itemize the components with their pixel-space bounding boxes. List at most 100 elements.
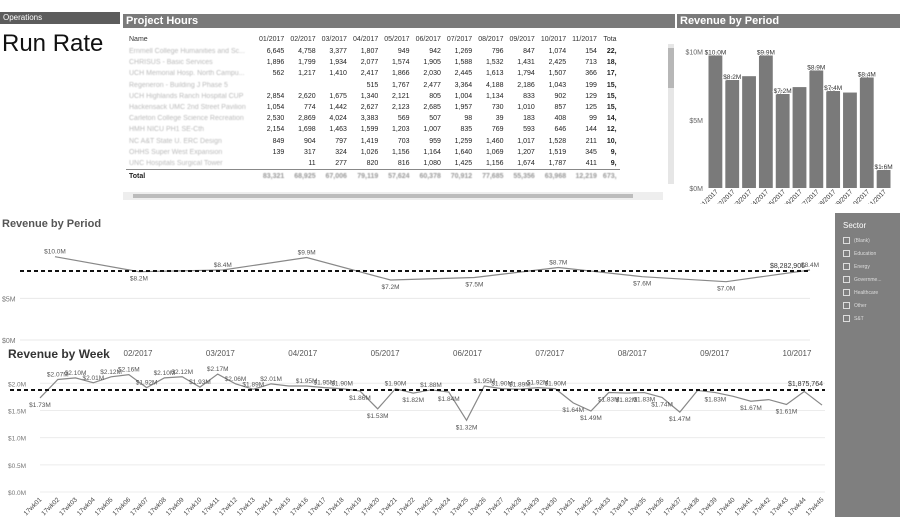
cell-value: 820 (366, 159, 379, 167)
point-label: $8.4M (214, 262, 232, 269)
point-label: $1.95M (296, 378, 318, 385)
cell-value: 411 (585, 159, 597, 167)
row-total: 22, (606, 48, 617, 56)
column-header[interactable]: 07/2017 (446, 35, 473, 43)
table-row[interactable]: Ernmell College Humanities and Sc... 6,64… (126, 46, 620, 57)
checkbox[interactable] (843, 276, 850, 283)
revenue-bar-title: Revenue by Period (677, 14, 900, 28)
horizontal-scroll-thumb[interactable] (133, 194, 633, 198)
column-header[interactable]: 10/2017 (540, 35, 567, 43)
column-header[interactable]: 01/2017 (259, 35, 285, 43)
cell-value: 277 (335, 159, 347, 167)
checkbox[interactable] (843, 315, 850, 322)
point-label: $1.83M (598, 397, 620, 404)
sector-option[interactable]: Education (843, 250, 876, 257)
checkbox[interactable] (843, 250, 850, 257)
cell-value: 2,077 (360, 59, 379, 67)
table-row[interactable]: UNC Hospitals Surgical Tower 11 277 820 816 1… (126, 158, 620, 169)
cell-value: 1,507 (548, 70, 567, 78)
cell-value: 2,123 (392, 104, 410, 112)
x-tick-label: 17wk29 (520, 496, 541, 517)
x-tick-label: 17wk45 (805, 496, 826, 517)
sector-option[interactable]: Governme... (843, 276, 882, 283)
x-tick-label: 17wk24 (431, 496, 452, 517)
sector-option[interactable]: Healthcare (843, 289, 878, 296)
month-axis-label: 02/2017 (124, 349, 153, 358)
checkbox[interactable] (843, 302, 850, 309)
point-label: $8.2M (130, 276, 148, 283)
cell-value: 199 (585, 81, 597, 89)
table-row[interactable]: OHHS Super West Expansion 139 317 324 1,026 1… (126, 147, 620, 158)
x-tick-label: 17wk43 (769, 496, 790, 517)
cell-value: 3,377 (329, 48, 347, 56)
column-header[interactable]: 05/2017 (384, 35, 410, 43)
column-header[interactable]: 06/2017 (415, 35, 441, 43)
column-header-name[interactable]: Name (129, 35, 148, 43)
x-tick-label: 08/2017 (816, 188, 838, 204)
table-row[interactable]: HMH NICU PH1 SE-Cth 2,154 1,698 1,463 1,599 1… (126, 124, 620, 135)
cell-value: 1,156 (485, 159, 504, 167)
sector-option[interactable]: (Blank) (843, 237, 870, 244)
column-header[interactable]: 04/2017 (352, 35, 379, 43)
cell-value: 1,410 (329, 70, 347, 78)
table-row[interactable]: UCH Memorial Hosp. North Campu... 562 1,21… (126, 68, 620, 79)
column-header[interactable]: 03/2017 (321, 35, 347, 43)
table-row[interactable]: UCH Highlands Ranch Hospital CUP 2,854 2,6… (126, 91, 620, 102)
x-tick-label: 02/2017 (715, 188, 737, 204)
checkbox[interactable] (843, 289, 850, 296)
sector-option[interactable]: S&T (843, 315, 864, 322)
month-axis-label: 10/2017 (783, 349, 812, 358)
total-value: 79,119 (349, 168, 382, 184)
cell-value: 902 (554, 92, 567, 100)
cell-value: 183 (523, 115, 535, 123)
bar (708, 51, 723, 188)
point-label: $2.17M (207, 366, 229, 373)
bar-label: $1.6M (875, 164, 893, 171)
tab-operations[interactable]: Operations (0, 12, 120, 24)
cell-value: 2,417 (360, 70, 379, 78)
x-tick-label: 17wk04 (76, 496, 97, 517)
row-name: Hackensack UMC 2nd Street Pavilion (129, 104, 246, 112)
top-bar (0, 0, 900, 14)
cell-value: 713 (585, 59, 597, 67)
cell-value: 1,026 (360, 148, 379, 156)
column-header[interactable]: 09/2017 (509, 35, 535, 43)
cell-value: 847 (523, 48, 535, 56)
cell-value: 4,024 (329, 115, 347, 123)
row-name: Carleton College Science Recreation (129, 115, 244, 123)
x-tick-label: 17wk42 (751, 496, 772, 517)
bar (792, 87, 807, 188)
column-header[interactable]: 08/2017 (478, 35, 504, 43)
column-header[interactable]: 02/2017 (290, 35, 316, 43)
row-total: 9, (610, 159, 617, 167)
row-total: 15, (606, 104, 617, 112)
point-label: $2.01M (260, 376, 282, 383)
table-row[interactable]: Regeneron - Building J Phase 5 515 1,767 2,… (126, 80, 620, 91)
table-row[interactable]: Hackensack UMC 2nd Street Pavilion 1,054 7… (126, 102, 620, 113)
row-name: UCH Memorial Hosp. North Campu... (129, 70, 245, 78)
point-label: $2.12M (100, 369, 122, 376)
point-label: $8.4M (801, 262, 819, 269)
point-label: $1.83M (633, 397, 655, 404)
table-row[interactable]: Carleton College Science Recreation 2,530… (126, 113, 620, 124)
checkbox[interactable] (843, 263, 850, 270)
sector-option[interactable]: Energy (843, 263, 870, 270)
vertical-scrollbar[interactable] (668, 44, 674, 184)
column-header[interactable]: 11/2017 (572, 35, 597, 43)
sector-option-label: Healthcare (854, 289, 879, 296)
x-tick-label: 17wk07 (129, 496, 150, 517)
x-tick-label: 17wk22 (396, 496, 417, 517)
point-label: $7.6M (633, 281, 651, 288)
average-label: $8,282,906 (770, 263, 805, 270)
sector-option-label: Education (854, 250, 877, 257)
column-header[interactable]: Tota (603, 35, 617, 43)
project-hours-title: Project Hours (123, 14, 675, 28)
cell-value: 2,530 (266, 115, 285, 123)
x-tick-label: 17wk32 (574, 496, 595, 517)
table-row[interactable]: CHRISUS - Basic Services 1,896 1,799 1,934 2… (126, 57, 620, 68)
table-row[interactable]: NC A&T State U. ERC Design 849 904 797 1,419… (126, 136, 620, 147)
sector-option[interactable]: Other (843, 302, 867, 309)
vertical-scroll-thumb[interactable] (668, 48, 674, 88)
checkbox[interactable] (843, 237, 850, 244)
point-label: $1.47M (669, 416, 691, 423)
